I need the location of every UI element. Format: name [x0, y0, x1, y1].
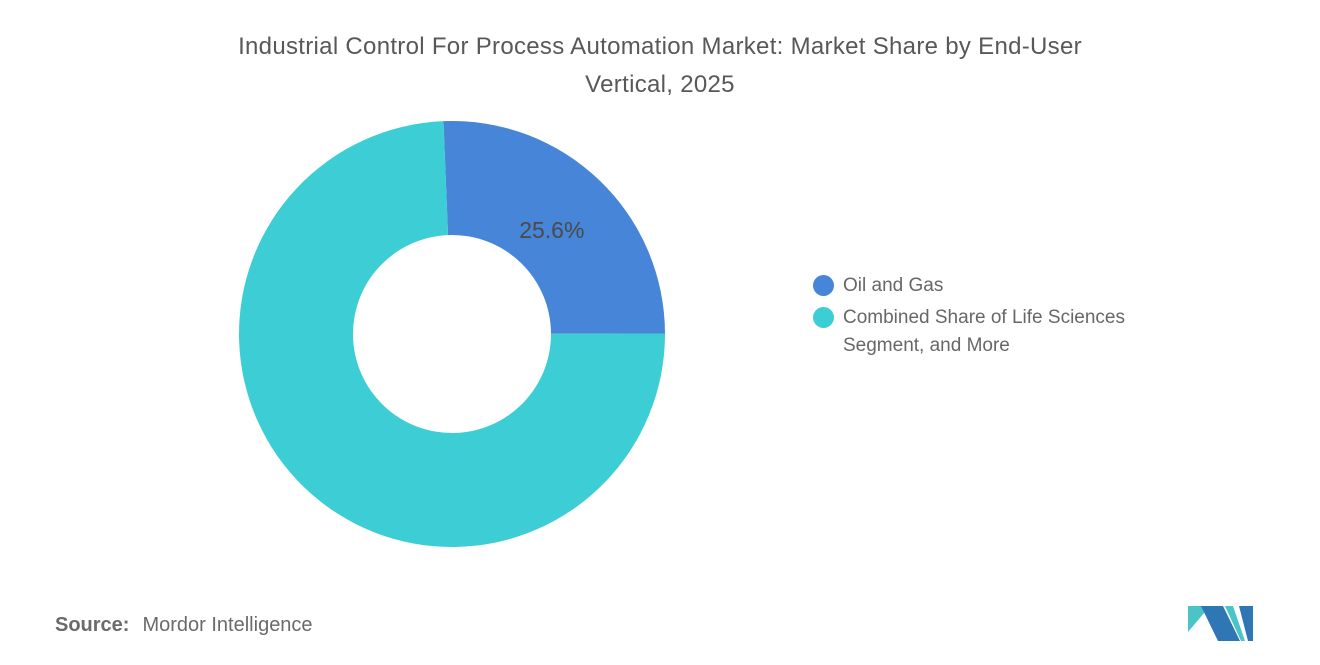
- legend: Oil and Gas Combined Share of Life Scienc…: [813, 272, 1203, 364]
- donut-slice: [443, 121, 665, 334]
- legend-item: Combined Share of Life Sciences Segment,…: [813, 304, 1203, 360]
- source-name: Mordor Intelligence: [142, 614, 313, 636]
- logo-mid-diagonal: [1225, 606, 1245, 641]
- chart-title: Industrial Control For Process Automatio…: [0, 28, 1320, 104]
- donut-chart: 25.6%: [239, 121, 665, 547]
- source-label: Source:: [55, 614, 130, 636]
- legend-swatch-icon: [813, 307, 834, 328]
- source-line: Source: Mordor Intelligence: [55, 612, 313, 638]
- legend-label: Combined Share of Life Sciences Segment,…: [843, 307, 1125, 356]
- legend-item: Oil and Gas: [813, 272, 1203, 300]
- legend-label: Oil and Gas: [843, 275, 944, 296]
- donut-slice: [239, 121, 665, 547]
- mordor-intelligence-logo-icon: [1188, 606, 1253, 641]
- slice-data-label: 25.6%: [519, 217, 584, 243]
- chart-title-line-1: Industrial Control For Process Automatio…: [238, 33, 1082, 61]
- legend-swatch-icon: [813, 275, 834, 296]
- logo-right-triangle: [1239, 606, 1253, 641]
- logo-left-diagonal: [1201, 606, 1240, 641]
- chart-title-line-2: Vertical, 2025: [585, 71, 735, 99]
